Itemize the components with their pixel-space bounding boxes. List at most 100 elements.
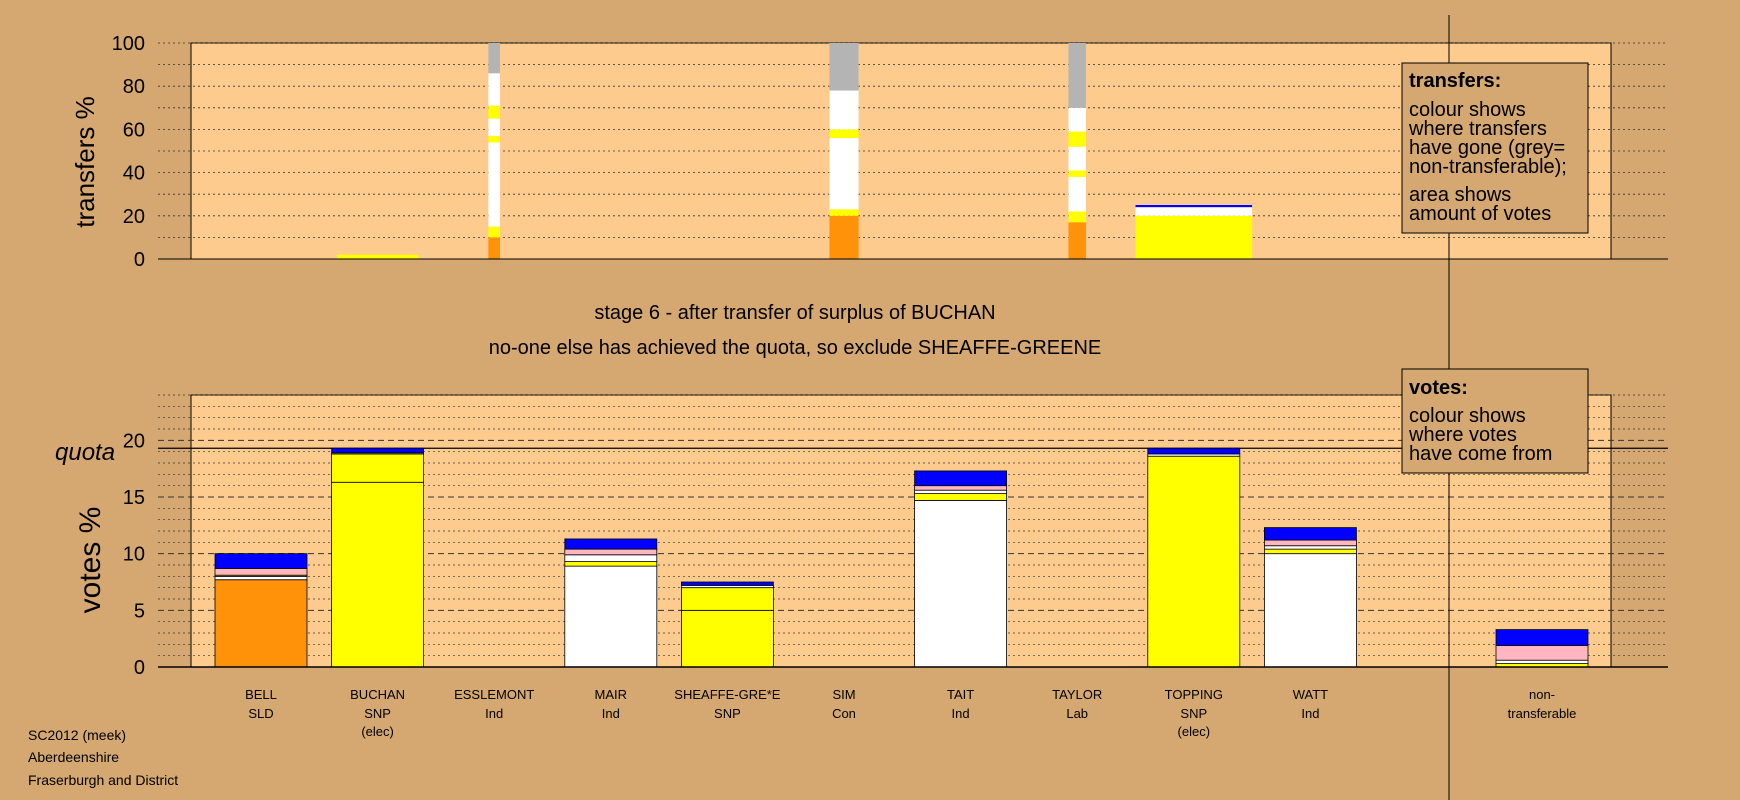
vote-bar-segment (331, 481, 425, 668)
vote-bar-segment (331, 453, 425, 483)
stage-subtitle: no-one else has achieved the quota, so e… (489, 337, 1102, 359)
vote-bar-segment (1264, 548, 1357, 555)
transfer-bar-segment (488, 43, 501, 74)
vote-bar-segment (681, 581, 774, 586)
vote-bar-segment (214, 568, 308, 576)
candidate-name: MAIR (595, 687, 628, 702)
transfer-bar-segment (488, 237, 501, 259)
legend-transfers-line: where transfers (1408, 118, 1547, 140)
transfer-bar-segment (1068, 107, 1086, 132)
legend-votes-title: votes: (1409, 377, 1468, 399)
candidate-name: TAYLOR (1052, 687, 1102, 702)
nontransferable-label: transferable (1508, 706, 1577, 721)
legend-transfers-title: transfers: (1409, 70, 1501, 92)
vote-bar-segment (564, 561, 658, 567)
legend-votes-box (1401, 368, 1589, 474)
legend-transfers-line: area shows (1409, 184, 1511, 206)
transfer-bar-segment (829, 129, 859, 139)
footer-ward: Fraserburgh and District (28, 772, 178, 788)
transfer-bar-segment (488, 135, 501, 143)
candidate-name: SHEAFFE-GRE*E (674, 687, 781, 702)
votes-y-tick-label: 0 (134, 657, 145, 679)
vote-bar-segment (914, 499, 1007, 668)
vote-bar-segment (331, 447, 425, 454)
transfers-y-axis-label: transfers % (70, 96, 100, 228)
votes-y-tick-label: 5 (134, 600, 145, 622)
candidate-name: TAIT (947, 687, 974, 702)
legend-transfers-line: non-transferable); (1409, 156, 1567, 178)
transfers-y-tick-label: 100 (112, 33, 145, 55)
candidate-elected: (elec) (1178, 724, 1211, 739)
transfer-bar-segment (1135, 215, 1253, 234)
transfer-bar-segment (488, 142, 501, 227)
vote-bar-segment (1495, 629, 1589, 646)
vote-bar-segment (914, 470, 1007, 487)
vote-bar-segment (1264, 553, 1357, 668)
candidate-name: TOPPING (1165, 687, 1223, 702)
votes-y-axis-label: votes % (74, 507, 107, 614)
transfer-bar-segment (488, 105, 501, 119)
transfer-bar-segment (829, 209, 859, 216)
transfer-bar-segment (829, 43, 859, 91)
vote-bar-segment (564, 554, 658, 562)
vote-bar-segment (564, 565, 658, 668)
footer-region: Aberdeenshire (28, 749, 119, 765)
transfers-y-tick-label: 40 (123, 163, 145, 185)
candidate-elected: (elec) (361, 724, 394, 739)
votes-panel: 0 5 10 15 20 (123, 15, 1668, 800)
vote-bar-segment (914, 493, 1007, 501)
vote-bar-segment (1495, 645, 1589, 661)
footer-system: SC2012 (meek) (28, 727, 126, 743)
transfer-bar-segment (1068, 43, 1086, 108)
votes-y-tick-label: 20 (123, 430, 145, 452)
vote-bar-segment (1495, 659, 1589, 665)
transfer-bar-segment (488, 73, 501, 106)
candidate-party: Ind (485, 706, 503, 721)
transfer-bar-segment (1068, 170, 1086, 177)
candidate-name: BELL (245, 687, 277, 702)
vote-bar-segment (914, 485, 1007, 491)
transfers-y-tick-label: 20 (123, 206, 145, 228)
vote-bar-segment (564, 548, 658, 556)
transfer-bar-segment (829, 90, 859, 130)
stage-title: stage 6 - after transfer of surplus of B… (594, 302, 995, 324)
vote-bar-segment (214, 553, 308, 569)
transfer-bar-segment (488, 118, 501, 136)
votes-y-tick-label: 15 (123, 487, 145, 509)
vote-bar-segment (681, 587, 774, 611)
legend-transfers-line: have gone (grey= (1409, 137, 1565, 159)
transfer-bar-segment (1068, 146, 1086, 171)
transfer-bar-segment (1068, 131, 1086, 147)
candidate-party: SNP (364, 706, 391, 721)
candidate-party: Ind (952, 706, 970, 721)
legend-transfers-line: colour shows (1409, 99, 1526, 121)
candidate-party: Con (832, 706, 856, 721)
transfer-bar-segment (1068, 176, 1086, 212)
transfer-bar-segment (1068, 211, 1086, 223)
candidate-party: SNP (1180, 706, 1207, 721)
candidate-party: SLD (248, 706, 273, 721)
vote-bar-segment (214, 575, 308, 581)
candidate-name: ESSLEMONT (454, 687, 534, 702)
vote-bar-segment (1264, 545, 1357, 550)
transfer-bar-segment (1135, 207, 1253, 216)
vote-bar-segment (1264, 527, 1357, 541)
vote-bar-segment (681, 609, 774, 668)
transfer-bar-segment (1068, 222, 1086, 259)
candidate-party: SNP (714, 706, 741, 721)
vote-bar-segment (1264, 539, 1357, 547)
candidate-labels: BELL SLD BUCHAN SNP (elec) ESSLEMONT Ind MAIR In… (245, 687, 1576, 739)
legend-votes-line: have come from (1409, 443, 1552, 465)
vote-bar-segment (1147, 447, 1241, 455)
legend-votes: votes: colour shows where votes have com… (1401, 368, 1589, 474)
transfers-y-tick-label: 0 (134, 249, 145, 271)
quota-label: quota (55, 439, 115, 466)
transfer-bar-segment (336, 254, 419, 259)
transfers-panel: 0 20 40 60 80 100 (112, 33, 1668, 271)
transfer-bar-segment (488, 226, 501, 238)
transfer-bar-segment (829, 138, 859, 210)
vote-bar-segment (214, 579, 308, 668)
candidate-party: Ind (1301, 706, 1319, 721)
transfers-y-tick-label: 60 (123, 119, 145, 141)
